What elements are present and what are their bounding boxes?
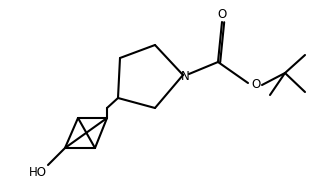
Text: N: N xyxy=(180,70,189,83)
Text: O: O xyxy=(252,77,260,90)
Text: HO: HO xyxy=(29,167,47,180)
Text: O: O xyxy=(217,8,227,21)
